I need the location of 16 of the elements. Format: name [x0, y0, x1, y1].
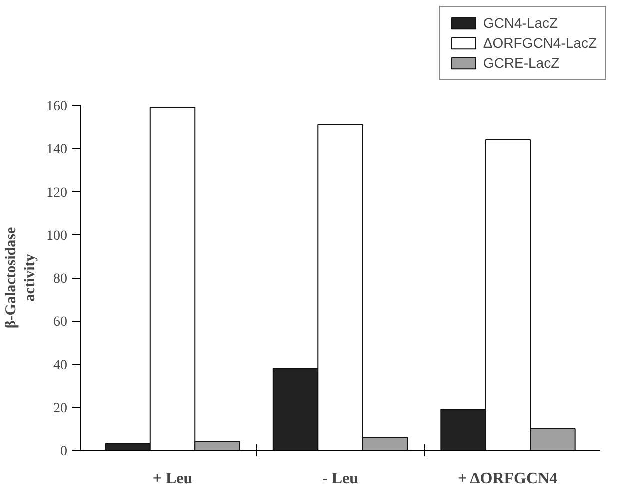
x-tick-label: + ΔORFGCN4: [458, 470, 558, 488]
y-tick-label: 0: [60, 444, 68, 460]
y-tick-label: 80: [54, 272, 68, 287]
legend-label: ΔORFGCN4-LacZ: [483, 35, 597, 51]
y-tick-label: 60: [54, 315, 68, 330]
legend-label: GCN4-LacZ: [483, 15, 558, 31]
x-tick-label: - Leu: [322, 470, 359, 488]
y-axis-title: β-Galactosidase activity: [3, 227, 38, 329]
y-tick-label: 100: [46, 228, 68, 244]
legend-label: GCRE-LacZ: [483, 55, 560, 71]
y-tick-label: 40: [54, 358, 68, 374]
x-tick-label: + Leu: [152, 470, 193, 488]
y-tick-label: 120: [46, 186, 68, 201]
y-tick-label: 20: [54, 401, 68, 416]
y-tick-label: 140: [46, 142, 68, 158]
y-tick-label: 160: [46, 100, 68, 114]
